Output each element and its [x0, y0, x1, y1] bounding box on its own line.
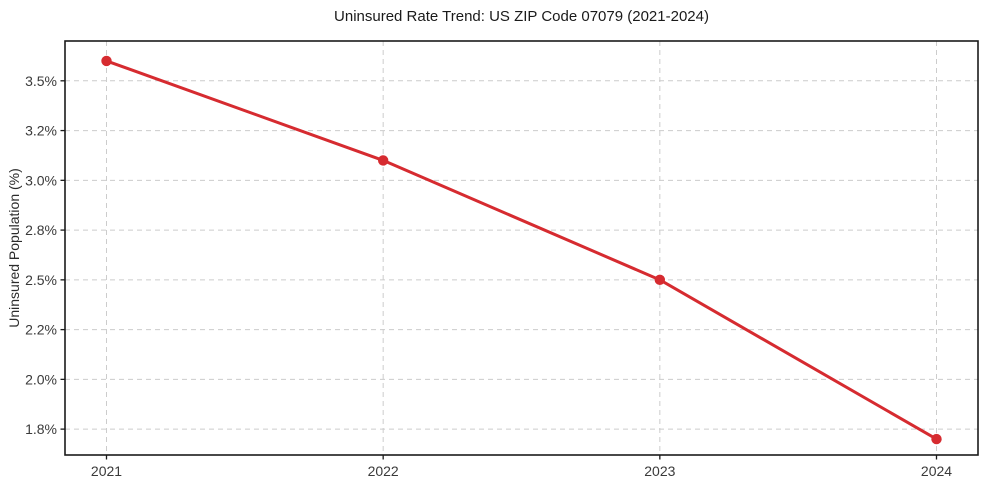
- data-point: [101, 55, 112, 67]
- x-tick-label: 2024: [921, 463, 952, 479]
- trend-line: [105, 59, 938, 441]
- y-tick-label: 2.0%: [25, 371, 57, 387]
- x-tick-label: 2023: [644, 463, 675, 479]
- data-point: [377, 155, 389, 166]
- y-tick-label: 1.8%: [25, 421, 57, 437]
- y-tick-label: 3.2%: [25, 123, 57, 139]
- data-point: [654, 274, 666, 286]
- y-tick-label: 3.0%: [25, 172, 57, 188]
- y-tick-label: 2.5%: [25, 272, 57, 288]
- chart-title: Uninsured Rate Trend: US ZIP Code 07079 …: [334, 8, 709, 25]
- x-tick-label: 2022: [368, 463, 399, 479]
- y-tick-label: 2.8%: [25, 222, 57, 238]
- y-tick-label: 2.2%: [25, 322, 57, 338]
- axes-box: [64, 40, 979, 456]
- x-tick-label: 2021: [91, 463, 122, 479]
- y-tick-label: 3.5%: [25, 73, 57, 89]
- data-point: [931, 433, 942, 445]
